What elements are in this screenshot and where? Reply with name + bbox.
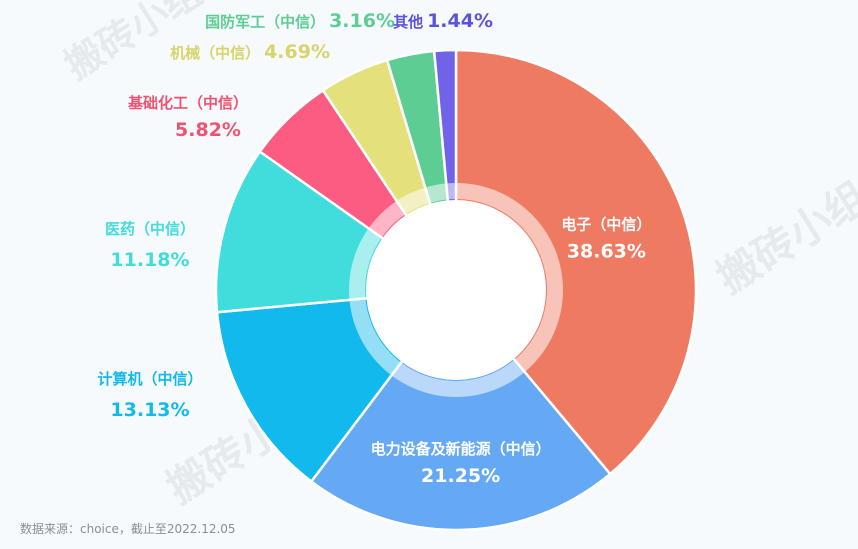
slice-label-name: 国防军工（中信）	[205, 13, 325, 31]
slice-label-value: 5.82%	[175, 119, 241, 141]
slice-label-value: 13.13%	[110, 399, 189, 421]
slice-label-name: 电力设备及新能源（中信）	[371, 440, 551, 458]
slice-label-value: 1.44%	[427, 10, 493, 32]
slice-label-name: 其他	[393, 13, 423, 31]
inner-ring	[349, 183, 563, 397]
slice-label-value: 11.18%	[110, 249, 189, 271]
slice-label-name: 基础化工（中信）	[127, 94, 248, 112]
slice-label-name: 计算机（中信）	[97, 370, 202, 388]
slice-label-name: 电子（中信）	[561, 215, 651, 233]
slice-label-value: 21.25%	[421, 465, 500, 487]
slices-layer	[214, 48, 698, 532]
donut-hole	[366, 200, 546, 380]
slice-label: 机械（中信） 4.69%	[170, 41, 330, 63]
slice-label: 国防军工（中信） 3.16%	[205, 10, 395, 32]
slice-label-name: 机械（中信）	[170, 44, 260, 62]
slice-label: 其他 1.44%	[393, 10, 493, 32]
watermark-text: 搬砖小组	[708, 172, 858, 303]
slice-label-value: 38.63%	[567, 240, 646, 262]
slice-label-value: 4.69%	[264, 41, 330, 63]
inner-ring-layer	[349, 183, 563, 397]
labels-layer: 电子（中信） 38.63% 电力设备及新能源（中信） 21.25% 计算机（中信） 13.…	[97, 10, 651, 487]
source-note: 数据来源：choice，截止至2022.12.05	[20, 522, 236, 536]
slice-label-value: 3.16%	[329, 10, 395, 32]
slice-label-name: 医药（中信）	[105, 220, 195, 238]
